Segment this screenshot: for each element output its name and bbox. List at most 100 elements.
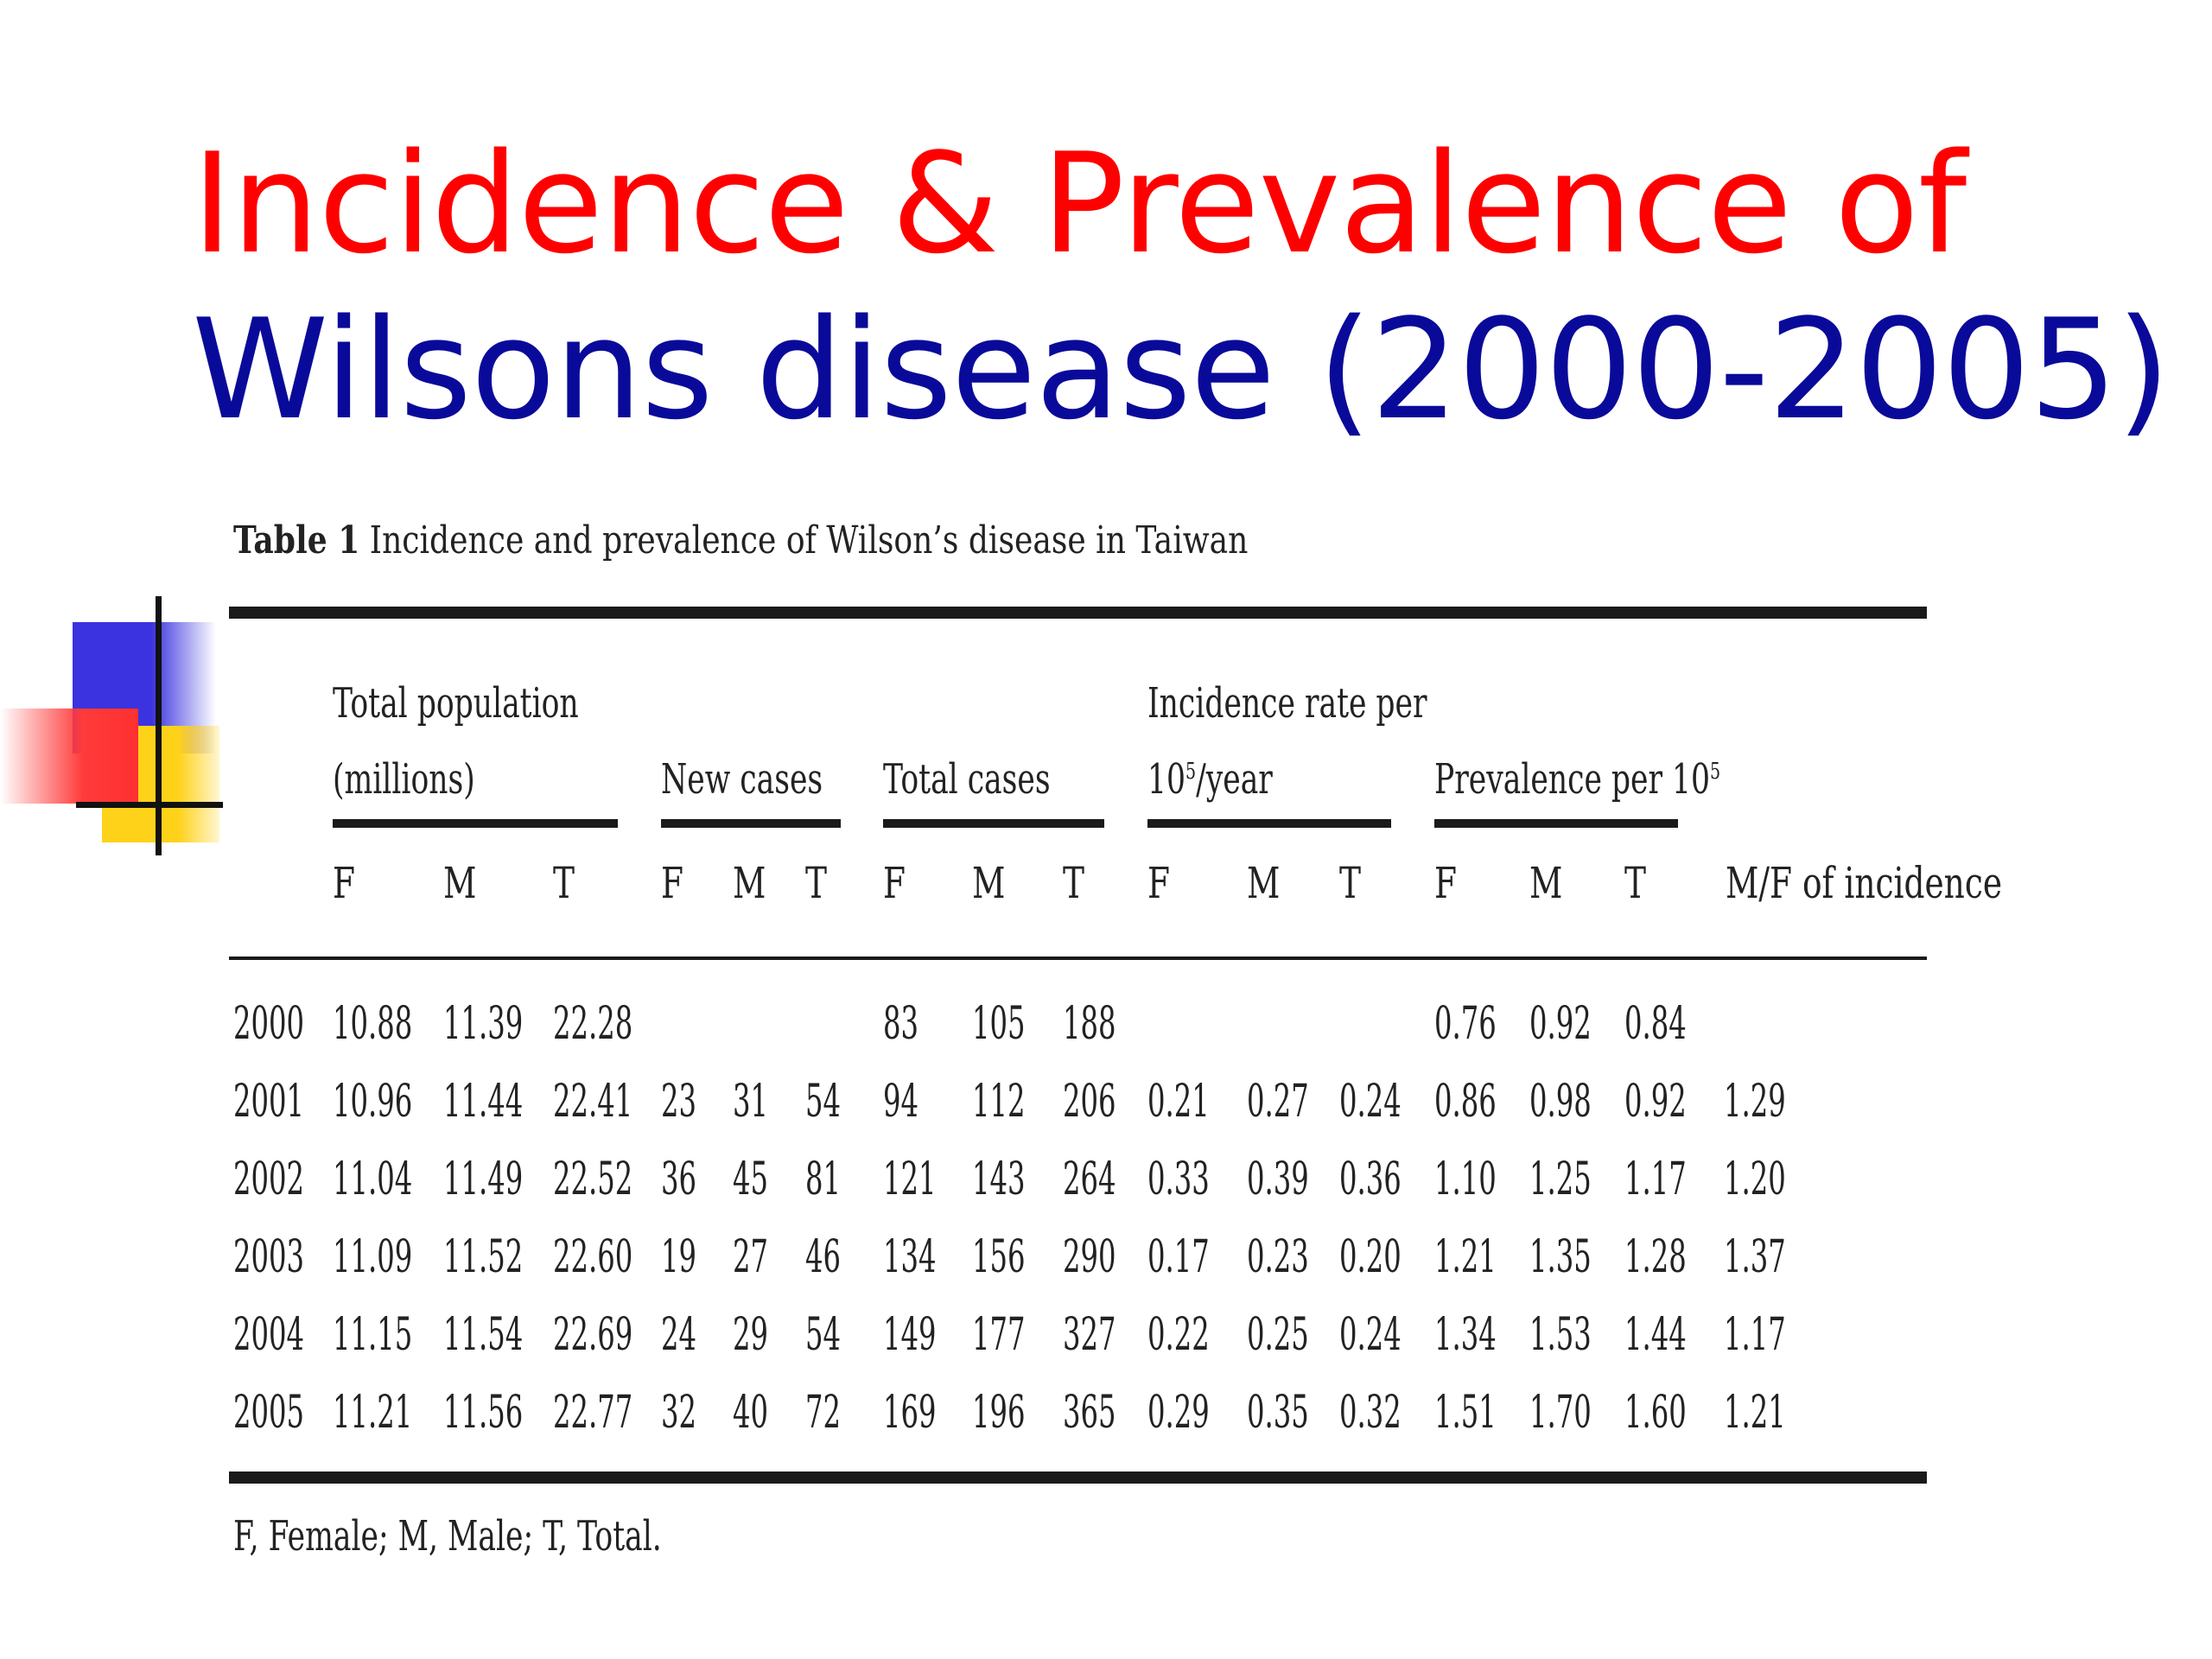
table-cell: 105: [972, 998, 1026, 1050]
slide-title-line2: Wilsons disease (2000-2005): [192, 289, 2171, 450]
table-cell: 0.24: [1339, 1076, 1402, 1128]
table-cell: 11.15: [333, 1309, 413, 1361]
table-cell: 54: [805, 1076, 842, 1128]
table-cell: 40: [733, 1387, 769, 1439]
sub-header-cell: F: [661, 858, 684, 908]
table-cell: 0.35: [1247, 1387, 1309, 1439]
table-cell: 81: [805, 1154, 842, 1205]
table-cell: 54: [805, 1309, 842, 1361]
table-cell: 1.60: [1624, 1387, 1687, 1439]
table-cell: 0.92: [1624, 1076, 1687, 1128]
table-cell: 0.98: [1529, 1076, 1592, 1128]
table-cell: 0.29: [1147, 1387, 1210, 1439]
table-cell: 94: [883, 1076, 919, 1128]
table-row: 2002 11.04 11.49 22.52 36 45 81 121 143 264 0.33 0.…: [225, 1154, 1923, 1228]
table-footnote: F, Female; M, Male; T, Total.: [233, 1512, 662, 1560]
table-cell: 11.49: [443, 1154, 524, 1205]
table-cell: 27: [733, 1231, 769, 1283]
table-row: 2004 11.15 11.54 22.69 24 29 54 149 177 327 0.22 0.…: [225, 1309, 1923, 1383]
table-cell: 1.21: [1434, 1231, 1497, 1283]
table-cell: 0.36: [1339, 1154, 1402, 1205]
table-cell: 22.77: [553, 1387, 633, 1439]
table-cell: 36: [661, 1154, 697, 1205]
table-caption: Table 1 Incidence and prevalence of Wils…: [233, 518, 1248, 563]
table-cell: 0.92: [1529, 998, 1592, 1050]
table-cell: 0.27: [1247, 1076, 1309, 1128]
table-cell: 0.20: [1339, 1231, 1402, 1283]
table-cell: 188: [1063, 998, 1116, 1050]
group-rule-new-cases: [661, 819, 841, 828]
table-cell: 22.28: [553, 998, 633, 1050]
table-cell: 29: [733, 1309, 769, 1361]
table-cell: 0.76: [1434, 998, 1497, 1050]
table-cell: 32: [661, 1387, 697, 1439]
table-cell: 0.23: [1247, 1231, 1309, 1283]
table-cell: 11.04: [333, 1154, 413, 1205]
year-cell: 2001: [233, 1076, 305, 1128]
table-cell: 24: [661, 1309, 697, 1361]
table-cell: 1.17: [1624, 1154, 1687, 1205]
table-cell: 10.96: [333, 1076, 413, 1128]
year-cell: 2003: [233, 1231, 305, 1283]
table-cell: 72: [805, 1387, 842, 1439]
table-cell: 11.56: [443, 1387, 524, 1439]
table-cell: 134: [883, 1231, 937, 1283]
table-row: 2001 10.96 11.44 22.41 23 31 54 94 112 206 0.21 0.2…: [225, 1076, 1923, 1150]
sub-header-cell: F: [1147, 858, 1171, 908]
table-cell: 327: [1063, 1309, 1116, 1361]
table-cell: 0.32: [1339, 1387, 1402, 1439]
table-cell: 1.29: [1724, 1076, 1786, 1128]
table-cell: 169: [883, 1387, 937, 1439]
table-cell: 1.35: [1529, 1231, 1592, 1283]
group-header-total-population: Total population (millions): [333, 665, 579, 817]
table-figure: Table 1 Incidence and prevalence of Wils…: [225, 505, 2002, 1577]
table-cell: 11.52: [443, 1231, 524, 1283]
table-cell: 19: [661, 1231, 697, 1283]
table-cell: 177: [972, 1309, 1026, 1361]
table-bottom-rule: [229, 1471, 1927, 1484]
table-cell: 0.21: [1147, 1076, 1210, 1128]
table-cell: 11.44: [443, 1076, 524, 1128]
table-cell: 264: [1063, 1154, 1116, 1205]
table-cell: 365: [1063, 1387, 1116, 1439]
table-cell: 0.86: [1434, 1076, 1497, 1128]
table-cell: 1.28: [1624, 1231, 1687, 1283]
group-header-incidence-line1: Incidence rate per: [1147, 679, 1427, 728]
table-cell: 0.39: [1247, 1154, 1309, 1205]
group-header-incidence-rate: Incidence rate per 105/year: [1147, 665, 1427, 817]
table-cell: 1.10: [1434, 1154, 1497, 1205]
table-cell: 290: [1063, 1231, 1116, 1283]
table-cell: 1.17: [1724, 1309, 1786, 1361]
sub-header-cell: M: [1247, 858, 1281, 908]
group-header-total-population-line2: (millions): [333, 755, 475, 804]
table-cell: 22.69: [553, 1309, 633, 1361]
decorative-accent: [0, 596, 225, 873]
accent-red-bar: [0, 709, 138, 804]
table-cell: 11.54: [443, 1309, 524, 1361]
sub-header-cell: T: [1624, 858, 1647, 908]
table-cell: 0.24: [1339, 1309, 1402, 1361]
table-caption-label: Table 1: [233, 518, 360, 563]
table-cell: 121: [883, 1154, 937, 1205]
table-cell: 1.21: [1724, 1387, 1786, 1439]
table-cell: 1.53: [1529, 1309, 1592, 1361]
table-cell: 11.21: [333, 1387, 413, 1439]
table-row: 2000 10.88 11.39 22.28 83 105 188 0.76 0.92 0.84: [225, 998, 1923, 1072]
table-cell: 1.37: [1724, 1231, 1786, 1283]
table-cell: 156: [972, 1231, 1026, 1283]
sub-header-cell: F: [333, 858, 356, 908]
table-top-rule: [229, 607, 1927, 619]
sub-header-cell: T: [805, 858, 828, 908]
table-cell: 11.39: [443, 998, 524, 1050]
table-row: 2003 11.09 11.52 22.60 19 27 46 134 156 290 0.17 0.…: [225, 1231, 1923, 1306]
group-rule-incidence: [1147, 819, 1391, 828]
sub-header-cell: T: [1339, 858, 1362, 908]
table-cell: 22.41: [553, 1076, 633, 1128]
table-cell: 22.60: [553, 1231, 633, 1283]
sub-header-cell: F: [1434, 858, 1458, 908]
slide-title: Incidence & Prevalence of Wilsons diseas…: [192, 121, 2171, 453]
table-cell: 1.51: [1434, 1387, 1497, 1439]
sub-header-mf-incidence: M/F of incidence: [1726, 858, 2003, 908]
year-cell: 2000: [233, 998, 305, 1050]
table-caption-text: Incidence and prevalence of Wilson’s dis…: [369, 518, 1249, 563]
